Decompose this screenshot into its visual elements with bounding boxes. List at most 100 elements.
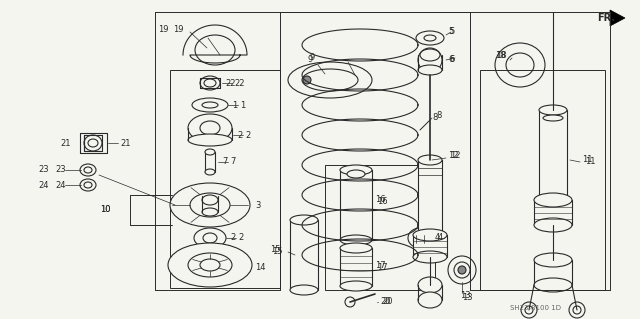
Ellipse shape [202,195,218,205]
Ellipse shape [188,253,232,277]
Ellipse shape [414,233,426,243]
Ellipse shape [194,228,226,248]
Ellipse shape [290,215,318,225]
Ellipse shape [454,262,470,278]
Text: 6: 6 [448,56,453,64]
Text: 4: 4 [438,234,444,242]
Bar [534,260,572,285]
Bar [418,160,442,235]
Bar [170,70,280,288]
Ellipse shape [80,179,96,191]
Text: 20: 20 [382,298,392,307]
Text: 19: 19 [158,26,168,34]
Text: 8: 8 [436,110,442,120]
Text: 23: 23 [55,166,66,174]
Ellipse shape [420,49,440,61]
Text: 18: 18 [495,50,506,60]
Ellipse shape [534,218,572,232]
Ellipse shape [521,302,537,318]
Ellipse shape [345,297,355,307]
Text: 11: 11 [582,155,593,165]
Ellipse shape [418,48,442,72]
Text: 7: 7 [222,158,227,167]
Bar [325,165,435,290]
Ellipse shape [192,98,228,112]
Text: 9: 9 [308,56,313,64]
Text: 10: 10 [100,205,111,214]
Text: 22: 22 [234,78,244,87]
Ellipse shape [84,167,92,173]
Polygon shape [610,10,625,26]
Ellipse shape [418,155,442,165]
Text: 12: 12 [450,151,461,160]
Text: 22: 22 [225,78,236,87]
Text: 8: 8 [432,114,437,122]
Ellipse shape [202,208,218,216]
Text: 4: 4 [435,234,440,242]
Ellipse shape [288,62,372,98]
Ellipse shape [303,76,311,84]
Text: 11: 11 [585,158,595,167]
Ellipse shape [190,193,230,217]
Ellipse shape [458,266,466,274]
Text: 24: 24 [55,181,65,189]
Ellipse shape [168,243,252,287]
Bar [340,248,372,286]
Ellipse shape [539,105,567,115]
Text: 5: 5 [449,27,454,36]
Ellipse shape [84,182,92,188]
Bar [534,200,572,225]
Ellipse shape [340,281,372,291]
Text: 21: 21 [60,138,70,147]
Text: 14: 14 [255,263,266,272]
Ellipse shape [84,135,102,151]
Text: 13: 13 [460,291,470,300]
Ellipse shape [302,69,358,91]
Ellipse shape [506,53,534,77]
Text: 16: 16 [375,196,386,204]
Text: FR.: FR. [597,13,615,23]
Ellipse shape [413,251,447,263]
Ellipse shape [202,102,218,108]
Text: 24: 24 [38,181,49,189]
Ellipse shape [200,259,220,271]
Ellipse shape [205,169,215,175]
Ellipse shape [340,165,372,175]
Text: 1: 1 [232,100,237,109]
Text: 23: 23 [38,166,49,174]
Text: 10: 10 [100,205,111,214]
Ellipse shape [534,278,572,292]
Bar [340,170,372,240]
Bar [290,220,318,290]
Ellipse shape [80,164,96,176]
Text: 21: 21 [120,138,131,147]
Ellipse shape [534,253,572,267]
Text: 19: 19 [173,26,184,34]
Ellipse shape [188,134,232,146]
Text: 2: 2 [245,130,250,139]
Ellipse shape [424,35,436,41]
Ellipse shape [200,76,220,90]
Ellipse shape [573,306,581,314]
Ellipse shape [340,243,372,253]
Ellipse shape [203,233,217,243]
Text: 15: 15 [270,246,280,255]
Text: 9: 9 [310,54,316,63]
Ellipse shape [205,149,215,155]
Text: 15: 15 [272,248,282,256]
Ellipse shape [418,292,442,308]
Text: 18: 18 [496,50,507,60]
Ellipse shape [418,277,442,293]
Text: 17: 17 [377,263,388,272]
Text: 17: 17 [375,261,386,270]
Ellipse shape [290,285,318,295]
Ellipse shape [200,121,220,135]
Ellipse shape [347,170,365,178]
Ellipse shape [418,65,442,75]
Ellipse shape [495,43,545,87]
Text: 20: 20 [380,298,390,307]
Text: 7: 7 [230,158,236,167]
Ellipse shape [543,115,563,121]
Text: 3: 3 [255,201,260,210]
Text: 12: 12 [448,151,458,160]
